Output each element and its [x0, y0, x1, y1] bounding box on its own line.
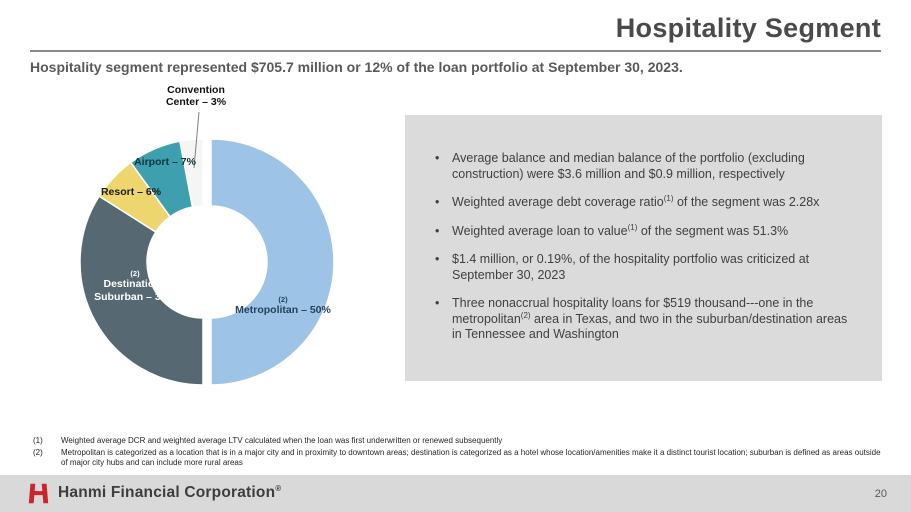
footnote: (1) Weighted average DCR and weighted ave…	[33, 436, 885, 446]
chart-label-text: Convention Center – 3%	[165, 84, 227, 109]
bullet-text: Weighted average loan to value(1) of the…	[452, 222, 789, 238]
chart-label-text: Destination / Suburban – 34%	[94, 278, 176, 303]
chart-label-footnote-ref: (2)	[278, 295, 288, 304]
chart-label-airport: Airport – 7%	[129, 156, 201, 168]
footnote-number: (1)	[33, 436, 43, 445]
donut-chart-svg	[79, 111, 335, 386]
footnotes: (1) Weighted average DCR and weighted ave…	[33, 436, 885, 470]
chart-label-footnote-ref: (2)	[130, 269, 140, 278]
chart-label-resort: Resort – 6%	[95, 186, 167, 198]
pie-slice-metropolitan	[210, 138, 335, 386]
bullet-item: • Three nonaccrual hospitality loans for …	[435, 296, 856, 343]
bullet-text: Weighted average debt coverage ratio(1) …	[452, 193, 820, 209]
bullet-marker: •	[435, 296, 440, 310]
footer-brand: Hanmi Financial Corporation®	[58, 484, 281, 502]
bullet-marker: •	[435, 252, 440, 266]
bullet-text: Three nonaccrual hospitality loans for $…	[452, 296, 848, 341]
footnote-text: Metropolitan is categorized as a locatio…	[61, 448, 881, 467]
registered-mark: ®	[275, 484, 282, 494]
bullet-item: • Weighted average loan to value(1) of th…	[435, 222, 856, 240]
pie-slice-convention-center	[179, 138, 204, 208]
footnote-number: (2)	[33, 448, 43, 457]
bullet-item: • Weighted average debt coverage ratio(1)…	[435, 193, 856, 211]
donut-chart: Convention Center – 3% Airport – 7% Reso…	[33, 84, 373, 469]
bullet-item: • Average balance and median balance of t…	[435, 151, 856, 182]
chart-label-text: Metropolitan – 50%	[235, 304, 331, 317]
page-title: Hospitality Segment	[615, 13, 881, 43]
bullet-text: Average balance and median balance of th…	[452, 151, 805, 181]
footer-brand-text: Hanmi Financial Corporation	[58, 484, 276, 502]
bullet-marker: •	[435, 223, 440, 238]
hanmi-logo-icon	[28, 482, 49, 505]
highlights-box: • Average balance and median balance of t…	[405, 115, 882, 381]
pie-slice-destination-suburban	[79, 195, 204, 386]
chart-label-text: Airport – 7%	[134, 156, 196, 168]
chart-label-destination-suburban: (2) Destination / Suburban – 34%	[83, 269, 187, 303]
convention-center-leader-line	[193, 111, 200, 169]
chart-label-text: Resort – 6%	[100, 186, 162, 198]
footer-bar: Hanmi Financial Corporation® 20	[0, 475, 911, 512]
callout-bullets: • Average balance and median balance of t…	[435, 151, 856, 343]
title-divider	[30, 50, 881, 52]
chart-label-convention-center: Convention Center – 3%	[159, 84, 233, 109]
bullet-text: $1.4 million, or 0.19%, of the hospitali…	[452, 252, 810, 282]
chart-label-metropolitan: (2) Metropolitan – 50%	[233, 295, 333, 317]
footnote: (2) Metropolitan is categorized as a loca…	[33, 448, 885, 468]
page-number: 20	[874, 487, 887, 500]
bullet-marker: •	[435, 151, 440, 165]
bullet-item: • $1.4 million, or 0.19%, of the hospital…	[435, 252, 856, 283]
footnote-text: Weighted average DCR and weighted averag…	[61, 436, 503, 445]
bullet-marker: •	[435, 195, 440, 209]
slide-subtitle: Hospitality segment represented $705.7 m…	[30, 59, 683, 75]
